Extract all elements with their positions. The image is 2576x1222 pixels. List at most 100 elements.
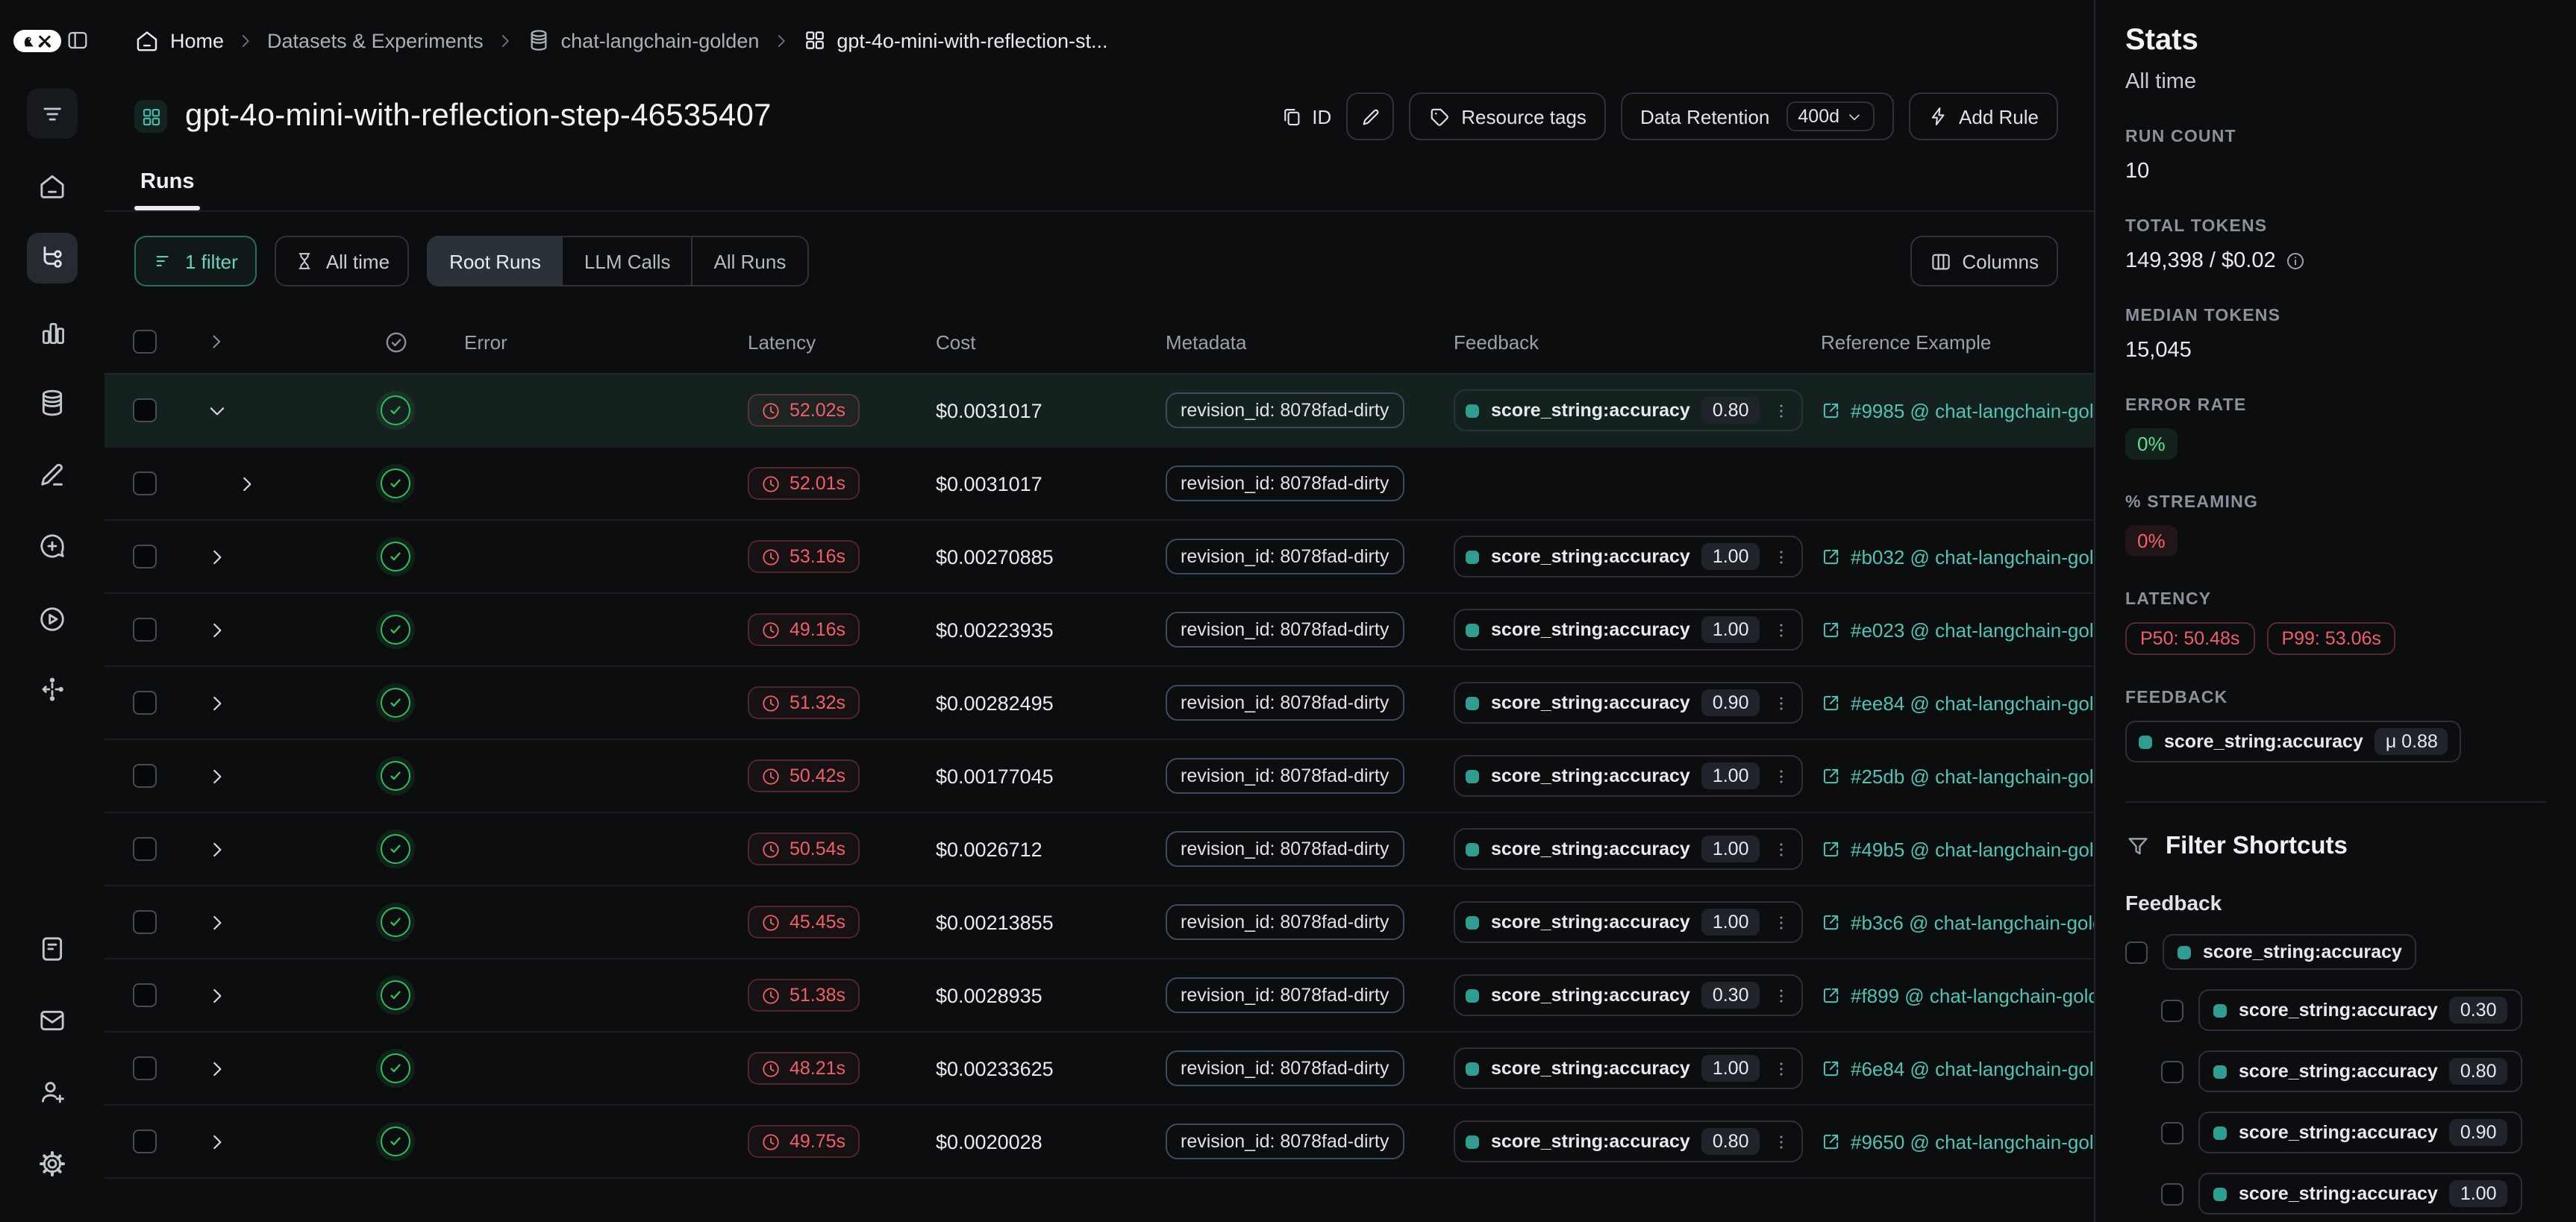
col-header-error[interactable]: Error [464, 330, 507, 353]
feedback-pill[interactable]: score_string:accuracy 0.80 [1454, 1121, 1803, 1162]
columns-button[interactable]: Columns [1910, 236, 2058, 286]
resource-tags-button[interactable]: Resource tags [1409, 93, 1606, 140]
metadata-pill[interactable]: revision_id: 8078fad-dirty [1166, 831, 1404, 867]
kebab-menu-icon[interactable] [1772, 986, 1791, 1005]
playground-icon[interactable] [27, 594, 78, 645]
segment-root-runs[interactable]: Root Runs [428, 237, 563, 285]
time-range-button[interactable]: All time [275, 236, 410, 286]
reference-example-link[interactable]: #9985 @ chat-langchain-golden [1821, 399, 2094, 422]
breadcrumb-experiment[interactable]: gpt-4o-mini-with-reflection-st... [802, 28, 1108, 52]
table-row[interactable]: 51.32s $0.00282495 revision_id: 8078fad-… [104, 667, 2094, 740]
reference-example-link[interactable]: #b032 @ chat-langchain-golden [1821, 545, 2094, 568]
chevron-down-icon[interactable] [206, 399, 228, 422]
collapse-sidebar-icon[interactable] [66, 28, 90, 52]
table-row[interactable]: 50.42s $0.00177045 revision_id: 8078fad-… [104, 740, 2094, 813]
row-checkbox[interactable] [133, 1129, 157, 1153]
reference-example-link[interactable]: #e023 @ chat-langchain-golden [1821, 618, 2094, 641]
kebab-menu-icon[interactable] [1772, 912, 1791, 932]
table-row[interactable]: 49.75s $0.0020028 revision_id: 8078fad-d… [104, 1106, 2094, 1179]
edit-name-button[interactable] [1346, 93, 1395, 140]
breadcrumb-dataset[interactable]: chat-langchain-golden [527, 28, 759, 52]
reference-example-link[interactable]: #ee84 @ chat-langchain-golden [1821, 692, 2094, 714]
reference-example-link[interactable]: #b3c6 @ chat-langchain-golden [1821, 911, 2094, 933]
filter-checkbox[interactable] [2125, 941, 2148, 963]
table-row[interactable]: 52.02s $0.0031017 revision_id: 8078fad-d… [104, 375, 2094, 448]
metadata-pill[interactable]: revision_id: 8078fad-dirty [1166, 758, 1404, 794]
col-header-metadata[interactable]: Metadata [1166, 330, 1247, 353]
segment-llm-calls[interactable]: LLM Calls [563, 237, 693, 285]
table-row[interactable]: 48.21s $0.00233625 revision_id: 8078fad-… [104, 1033, 2094, 1106]
segment-all-runs[interactable]: All Runs [713, 250, 787, 272]
feedback-pill[interactable]: score_string:accuracy 1.00 [1454, 1047, 1803, 1089]
data-retention-button[interactable]: Data Retention 400d [1620, 93, 1894, 140]
chevron-right-icon[interactable] [206, 545, 228, 568]
prompts-icon[interactable] [27, 521, 78, 571]
row-checkbox[interactable] [133, 545, 157, 568]
chevron-right-icon[interactable] [206, 765, 228, 787]
feedback-pill[interactable]: score_string:accuracy 0.80 [1454, 389, 1803, 431]
feedback-filter-pill[interactable]: score_string:accuracy 0.80 [2198, 1050, 2522, 1092]
table-row[interactable]: 49.16s $0.00223935 revision_id: 8078fad-… [104, 594, 2094, 667]
kebab-menu-icon[interactable] [1772, 620, 1791, 639]
invite-members-icon[interactable] [27, 1067, 78, 1118]
annotation-queues-icon[interactable] [27, 449, 78, 500]
table-row[interactable]: 51.38s $0.0028935 revision_id: 8078fad-d… [104, 959, 2094, 1033]
col-header-reference[interactable]: Reference Example [1821, 330, 1992, 353]
col-header-latency[interactable]: Latency [748, 330, 816, 353]
copy-id-button[interactable]: ID [1281, 105, 1331, 128]
table-row[interactable]: 45.45s $0.00213855 revision_id: 8078fad-… [104, 886, 2094, 959]
chevron-right-icon[interactable] [206, 838, 228, 860]
filter-checkbox[interactable] [2161, 999, 2183, 1021]
feedback-pill[interactable]: score_string:accuracy 0.90 [1454, 682, 1803, 724]
row-checkbox[interactable] [133, 764, 157, 788]
metadata-pill[interactable]: revision_id: 8078fad-dirty [1166, 392, 1404, 428]
row-checkbox[interactable] [133, 1056, 157, 1080]
feedback-pill[interactable]: score_string:accuracy 1.00 [1454, 901, 1803, 943]
kebab-menu-icon[interactable] [1772, 1132, 1791, 1151]
kebab-menu-icon[interactable] [1772, 547, 1791, 566]
kebab-menu-icon[interactable] [1772, 693, 1791, 712]
feedback-pill[interactable]: score_string:accuracy 1.00 [1454, 828, 1803, 870]
breadcrumb-home[interactable]: Home [134, 28, 224, 53]
filter-checkbox[interactable] [2161, 1182, 2183, 1205]
home-icon[interactable] [27, 161, 78, 212]
row-checkbox[interactable] [133, 398, 157, 422]
kebab-menu-icon[interactable] [1772, 839, 1791, 859]
feedback-pill[interactable]: score_string:accuracy 1.00 [1454, 536, 1803, 577]
table-row[interactable]: 53.16s $0.00270885 revision_id: 8078fad-… [104, 521, 2094, 594]
row-checkbox[interactable] [133, 691, 157, 715]
metadata-pill[interactable]: revision_id: 8078fad-dirty [1166, 685, 1404, 721]
table-row[interactable]: 52.01s $0.0031017 revision_id: 8078fad-d… [104, 448, 2094, 521]
reference-example-link[interactable]: #49b5 @ chat-langchain-golden [1821, 838, 2094, 860]
feedback-pill[interactable]: score_string:accuracy 0.30 [1454, 974, 1803, 1016]
quick-filter-icon[interactable] [27, 88, 78, 139]
chevron-right-icon[interactable] [206, 618, 228, 641]
metadata-pill[interactable]: revision_id: 8078fad-dirty [1166, 1050, 1404, 1086]
feedback-filter-pill[interactable]: score_string:accuracy 0.90 [2198, 1112, 2522, 1153]
row-checkbox[interactable] [133, 837, 157, 861]
col-header-cost[interactable]: Cost [936, 330, 976, 353]
monitoring-icon[interactable] [27, 307, 78, 358]
deployments-icon[interactable] [27, 664, 78, 715]
settings-icon[interactable] [27, 1138, 78, 1189]
kebab-menu-icon[interactable] [1772, 401, 1791, 420]
metadata-pill[interactable]: revision_id: 8078fad-dirty [1166, 1124, 1404, 1159]
row-checkbox[interactable] [133, 983, 157, 1007]
row-checkbox[interactable] [133, 471, 157, 495]
metadata-pill[interactable]: revision_id: 8078fad-dirty [1166, 539, 1404, 574]
reference-example-link[interactable]: #f899 @ chat-langchain-golden [1821, 984, 2094, 1006]
feedback-filter-pill[interactable]: score_string:accuracy [2163, 934, 2417, 970]
metadata-pill[interactable]: revision_id: 8078fad-dirty [1166, 904, 1404, 940]
reference-example-link[interactable]: #9650 @ chat-langchain-golden [1821, 1130, 2094, 1153]
docs-icon[interactable] [27, 924, 78, 974]
data-retention-value[interactable]: 400d [1786, 101, 1875, 131]
kebab-menu-icon[interactable] [1772, 1059, 1791, 1078]
filter-checkbox[interactable] [2161, 1121, 2183, 1144]
chevron-right-icon[interactable] [206, 1130, 228, 1153]
row-checkbox[interactable] [133, 618, 157, 642]
row-checkbox[interactable] [133, 910, 157, 934]
chevron-right-icon[interactable] [206, 911, 228, 933]
kebab-menu-icon[interactable] [1772, 766, 1791, 786]
datasets-icon[interactable] [27, 377, 78, 428]
chevron-right-icon[interactable] [236, 472, 258, 495]
